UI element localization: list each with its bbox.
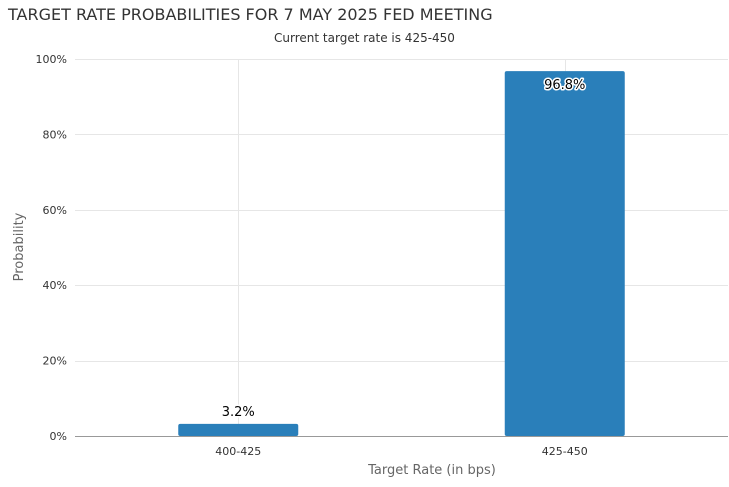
bar-425-450[interactable] — [504, 71, 625, 437]
y-tick-label: 60% — [43, 204, 67, 217]
x-tick-label: 425-450 — [542, 445, 588, 458]
data-labels: 3.2% 96.8% — [220, 77, 587, 422]
bar-400-425[interactable] — [178, 423, 299, 436]
y-tick-label: 100% — [36, 53, 67, 66]
x-axis-ticks: 400-425 425-450 — [215, 445, 587, 458]
y-axis-title: Probability — [12, 212, 27, 281]
x-axis-title: Target Rate (in bps) — [367, 463, 496, 478]
data-label: 3.2% — [222, 405, 255, 420]
chart-subtitle: Current target rate is 425-450 — [274, 31, 455, 45]
data-label: 96.8% — [544, 78, 585, 93]
y-tick-label: 40% — [43, 279, 67, 292]
y-tick-label: 0% — [50, 430, 67, 443]
bars — [178, 71, 625, 437]
x-tick-label: 400-425 — [215, 445, 261, 458]
y-axis-ticks: 0% 20% 40% 60% 80% 100% — [36, 53, 67, 443]
grid-lines — [75, 59, 728, 437]
y-tick-label: 20% — [43, 355, 67, 368]
y-tick-label: 80% — [43, 128, 67, 141]
chart-title: TARGET RATE PROBABILITIES FOR 7 MAY 2025… — [8, 5, 493, 24]
